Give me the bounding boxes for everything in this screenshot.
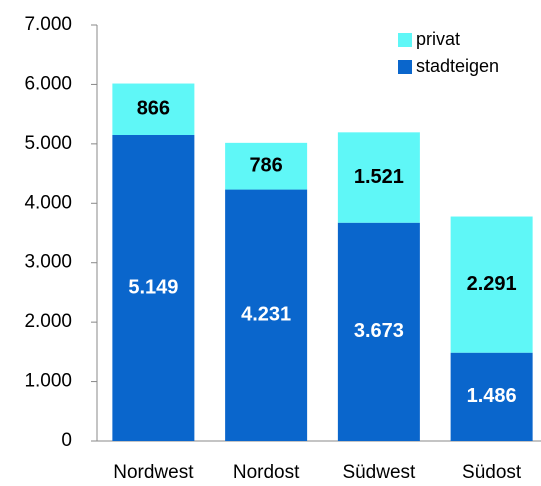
value-label: 866 (137, 98, 170, 120)
value-label: 1.521 (354, 166, 404, 188)
y-tick-label: 4.000 (24, 192, 72, 213)
value-label: 3.673 (354, 320, 404, 342)
bar-segment (225, 189, 308, 441)
x-tick-label: Südwest (342, 462, 416, 483)
value-label: 1.486 (467, 385, 517, 407)
legend-swatch (398, 33, 412, 47)
bar-segment (450, 352, 533, 441)
y-tick-label: 2.000 (24, 311, 72, 332)
value-label: 4.231 (241, 304, 291, 326)
value-label: 2.291 (467, 273, 517, 295)
y-tick-label: 0 (61, 430, 72, 451)
bar-segment (450, 216, 533, 353)
legend-swatch (398, 60, 412, 74)
bar-segment (112, 83, 195, 136)
x-tick-label: Nordost (233, 462, 300, 483)
bar-segment (337, 132, 420, 223)
legend-label: privat (416, 29, 460, 49)
bar-segment (112, 135, 195, 441)
y-tick-label: 5.000 (24, 133, 72, 154)
x-tick-label: Nordwest (113, 462, 194, 483)
value-label: 786 (249, 154, 282, 176)
y-tick-label: 3.000 (24, 252, 72, 273)
value-label: 5.149 (128, 276, 178, 298)
x-tick-label: Südost (462, 462, 522, 483)
legend-label: stadteigen (416, 56, 499, 76)
bar-segment (225, 142, 308, 190)
y-tick-label: 7.000 (24, 14, 72, 35)
y-tick-label: 6.000 (24, 73, 72, 94)
y-tick-label: 1.000 (24, 371, 72, 392)
bar-segment (337, 222, 420, 441)
